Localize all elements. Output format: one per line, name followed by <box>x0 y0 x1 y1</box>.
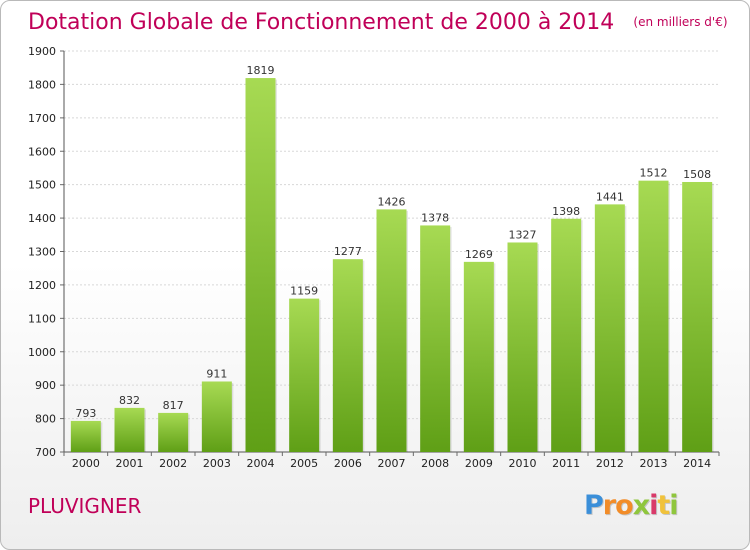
bar <box>638 180 669 452</box>
bar-value-label: 1441 <box>596 190 624 203</box>
logo-letter-i-final: i <box>669 490 678 521</box>
bar <box>682 181 713 452</box>
bar-value-label: 793 <box>75 407 96 420</box>
chart-title-block: Dotation Globale de Fonctionnement de 20… <box>28 9 728 37</box>
y-tick-label: 1500 <box>28 179 56 192</box>
y-tick-label: 1700 <box>28 112 56 125</box>
y-tick-label: 1000 <box>28 346 56 359</box>
unit-note: (en milliers d'€) <box>633 15 728 29</box>
x-tick-label: 2004 <box>247 457 275 470</box>
x-tick-label: 2010 <box>509 457 537 470</box>
y-tick-label: 1400 <box>28 212 56 225</box>
x-tick-label: 2003 <box>203 457 231 470</box>
chart-title: Dotation Globale de Fonctionnement de 20… <box>28 10 615 35</box>
city-name: PLUVIGNER <box>28 494 142 518</box>
x-tick-label: 2012 <box>596 457 624 470</box>
bar-value-label: 817 <box>163 399 184 412</box>
bar <box>70 420 101 452</box>
y-tick-label: 1800 <box>28 78 56 91</box>
bar-value-label: 1327 <box>509 228 537 241</box>
bar <box>376 209 407 452</box>
x-tick-label: 2000 <box>72 457 100 470</box>
bar <box>551 218 582 452</box>
x-tick-label: 2011 <box>552 457 580 470</box>
bar <box>114 407 145 452</box>
bar-value-label: 1819 <box>247 64 275 77</box>
bar <box>332 259 363 452</box>
bar <box>420 225 451 452</box>
logo-letter-p: P <box>584 490 604 521</box>
bar-value-label: 1269 <box>465 248 493 261</box>
y-tick-label: 700 <box>35 446 56 459</box>
x-tick-label: 2014 <box>683 457 711 470</box>
logo-letter-x: x <box>632 490 650 521</box>
bar <box>158 412 189 452</box>
bar-value-label: 832 <box>119 394 140 407</box>
y-tick-label: 1100 <box>28 312 56 325</box>
y-tick-label: 1900 <box>28 45 56 58</box>
proxiti-logo: Proxiti <box>584 490 679 521</box>
logo-letter-r: r <box>602 490 616 521</box>
bar-value-label: 1508 <box>683 168 711 181</box>
bar <box>507 242 538 452</box>
y-tick-label: 1600 <box>28 145 56 158</box>
bar <box>463 261 494 452</box>
x-tick-label: 2008 <box>421 457 449 470</box>
bar-value-label: 1398 <box>552 205 580 218</box>
bar-value-label: 1378 <box>421 211 449 224</box>
bar-value-label: 1277 <box>334 245 362 258</box>
bar <box>594 204 625 452</box>
y-tick-label: 1300 <box>28 246 56 259</box>
logo-letter-i: i <box>649 490 658 521</box>
y-tick-label: 900 <box>35 379 56 392</box>
x-tick-label: 2005 <box>290 457 318 470</box>
x-tick-label: 2001 <box>116 457 144 470</box>
bar <box>289 298 320 452</box>
x-tick-label: 2007 <box>378 457 406 470</box>
bar <box>201 381 232 452</box>
bar-value-label: 1159 <box>290 285 318 298</box>
x-tick-label: 2009 <box>465 457 493 470</box>
bar-value-label: 1426 <box>378 195 406 208</box>
x-tick-label: 2002 <box>159 457 187 470</box>
y-tick-label: 800 <box>35 413 56 426</box>
bar-value-label: 911 <box>206 367 227 380</box>
logo-letter-t: t <box>657 490 670 521</box>
bar-value-label: 1512 <box>640 167 668 180</box>
x-tick-label: 2013 <box>640 457 668 470</box>
x-tick-label: 2006 <box>334 457 362 470</box>
y-tick-label: 1200 <box>28 279 56 292</box>
logo-letter-o: o <box>615 490 634 521</box>
bar <box>245 78 276 452</box>
